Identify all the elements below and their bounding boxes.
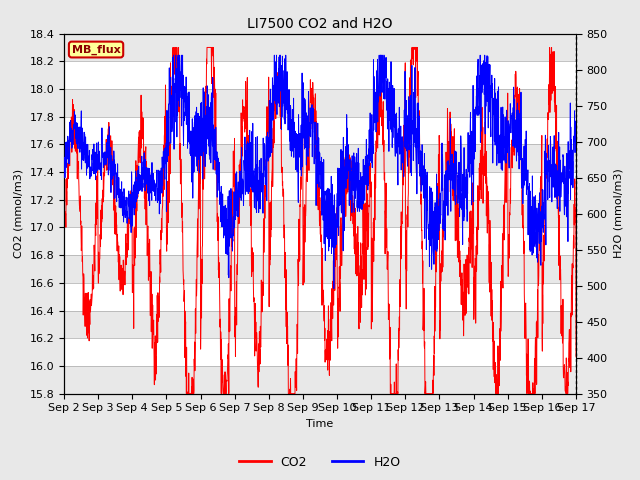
Bar — [64, 228, 576, 255]
Y-axis label: H2O (mmol/m3): H2O (mmol/m3) — [613, 169, 623, 258]
X-axis label: Time: Time — [307, 419, 333, 429]
Bar — [64, 338, 576, 366]
Bar — [64, 283, 576, 311]
Bar — [64, 89, 576, 117]
Bar — [64, 311, 576, 338]
Y-axis label: CO2 (mmol/m3): CO2 (mmol/m3) — [14, 169, 24, 258]
Bar — [64, 172, 576, 200]
Bar — [64, 144, 576, 172]
Title: LI7500 CO2 and H2O: LI7500 CO2 and H2O — [247, 17, 393, 31]
Bar — [64, 200, 576, 228]
Legend: CO2, H2O: CO2, H2O — [234, 451, 406, 474]
Bar — [64, 61, 576, 89]
Bar — [64, 255, 576, 283]
Text: MB_flux: MB_flux — [72, 44, 120, 55]
Bar — [64, 34, 576, 61]
Bar — [64, 366, 576, 394]
Bar — [64, 117, 576, 144]
